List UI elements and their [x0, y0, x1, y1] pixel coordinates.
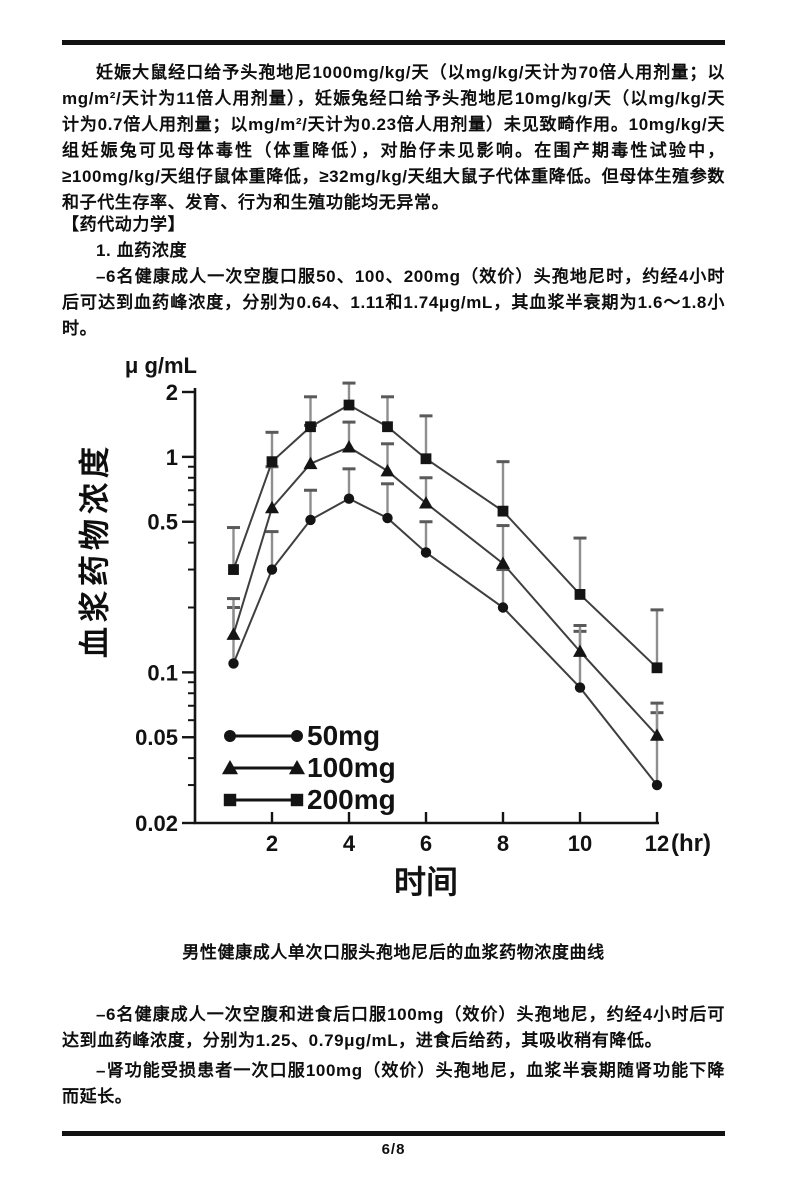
- y-axis-unit: μ g/mL: [125, 353, 197, 378]
- list-item-blood-concentration: 1. 血药浓度: [96, 241, 188, 260]
- y-axis-title: 血浆药物浓度: [77, 442, 113, 658]
- series-100mg: [226, 420, 664, 741]
- pk-concentration-chart: 血浆药物浓度 2 1 0.5 0.1 0.05 0.02 2 4 6 8 10 12 (hr) μ g/m…: [62, 345, 752, 910]
- x-tick-label: 8: [497, 831, 509, 856]
- paragraph-single-dose: –6名健康成人一次空腹口服50、100、200mg（效价）头孢地尼时，约经4小时…: [62, 267, 725, 338]
- page-number: 6/8: [381, 1141, 406, 1158]
- paragraph-reproductive-toxicity: 妊娠大鼠经口给予头孢地尼1000mg/kg/天（以mg/kg/天计为70倍人用剂…: [62, 63, 725, 212]
- legend-label-100mg: 100mg: [307, 752, 396, 783]
- top-rule: [62, 40, 725, 45]
- series-200mg: [227, 381, 664, 674]
- y-tick-label: 0.02: [135, 811, 178, 836]
- figure-caption: 男性健康成人单次口服头孢地尼后的血浆药物浓度曲线: [182, 943, 605, 962]
- y-tick-label: 0.1: [147, 660, 178, 685]
- chart-axes: 2 1 0.5 0.1 0.05 0.02 2 4 6 8 10 12 (hr) μ g/mL 时间: [125, 353, 711, 900]
- x-tick-label: 2: [266, 831, 278, 856]
- y-tick-label: 1: [166, 445, 178, 470]
- y-tick-label: 0.5: [147, 510, 178, 535]
- x-tick-label: 4: [343, 831, 356, 856]
- x-axis-unit: (hr): [671, 830, 711, 857]
- bottom-rule: [62, 1131, 725, 1136]
- legend-label-50mg: 50mg: [307, 720, 380, 751]
- x-tick-label: 10: [568, 831, 592, 856]
- x-axis-title: 时间: [394, 864, 458, 900]
- paragraph-food-effect: –6名健康成人一次空腹和进食后口服100mg（效价）头孢地尼，约经4小时后可达到…: [62, 1005, 725, 1050]
- chart-canvas: 2 1 0.5 0.1 0.05 0.02 2 4 6 8 10 12 (hr) μ g/mL 时间 50mg…: [125, 353, 711, 900]
- section-header-pharmacokinetics: 【药代动力学】: [62, 215, 186, 234]
- paragraph-renal-impairment: –肾功能受损患者一次口服100mg（效价）头孢地尼，血浆半衰期随肾功能下降而延长…: [62, 1061, 725, 1106]
- x-tick-label: 12: [645, 831, 669, 856]
- x-tick-label: 6: [420, 831, 432, 856]
- y-tick-label: 0.05: [135, 725, 178, 750]
- y-tick-label: 2: [166, 380, 178, 405]
- legend-label-200mg: 200mg: [307, 784, 396, 815]
